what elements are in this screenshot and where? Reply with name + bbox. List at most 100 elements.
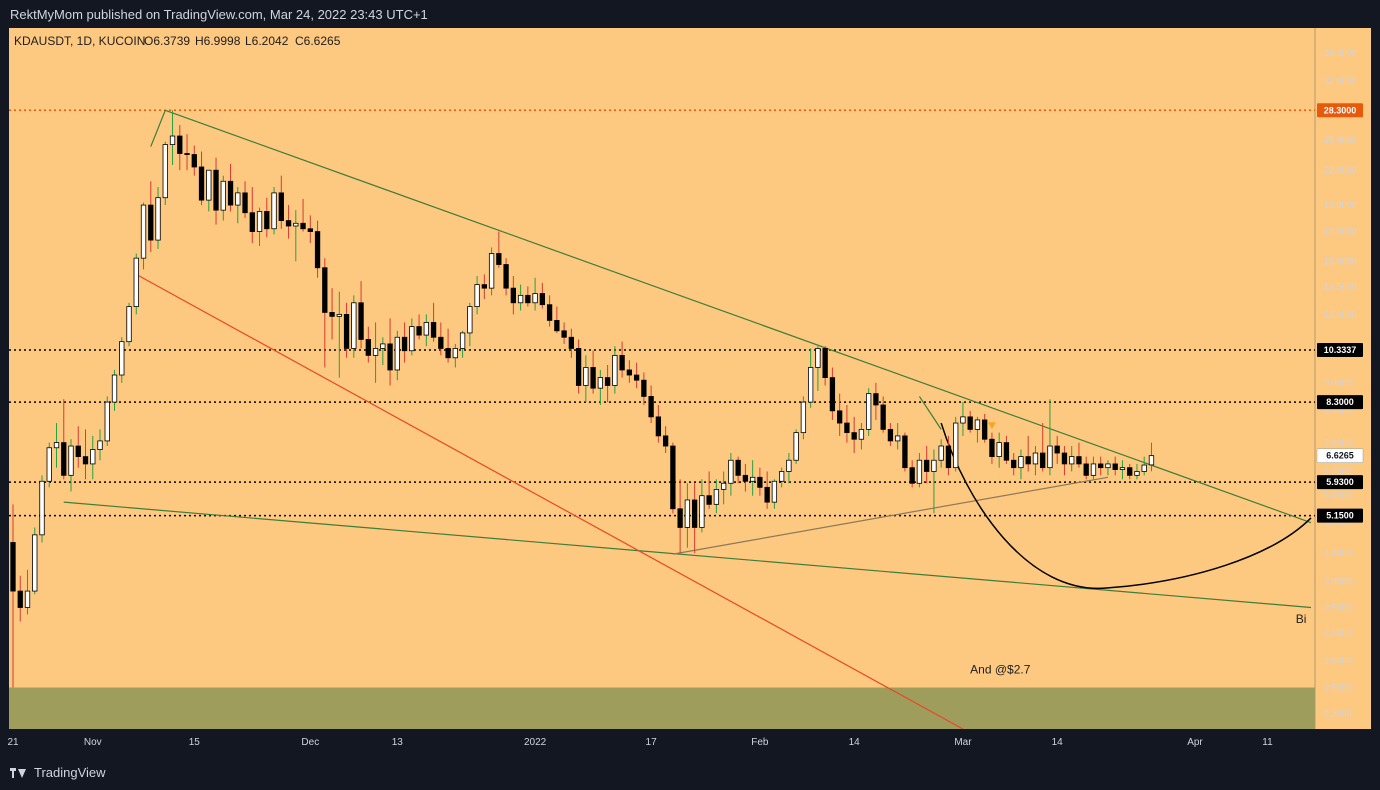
candle-body — [1134, 471, 1140, 476]
last-price-label: 6.6265 — [1326, 451, 1354, 461]
candle-body — [343, 313, 350, 349]
candle-body — [416, 326, 422, 336]
trendline-wick-link-2 — [918, 396, 942, 430]
candle-body — [1040, 452, 1046, 469]
candle-body — [46, 447, 52, 482]
candle-body — [459, 332, 466, 349]
candle-body — [133, 257, 139, 307]
candle-body — [677, 508, 683, 528]
tradingview-brand[interactable]: TradingView — [10, 765, 106, 780]
candle-body — [1018, 456, 1024, 469]
candle-body — [1083, 463, 1089, 476]
candle-body — [1076, 456, 1082, 465]
candle-body — [800, 401, 807, 434]
ohlc-close: C6.6265 — [295, 34, 341, 48]
candle-body — [126, 306, 132, 343]
candle-body — [1090, 463, 1097, 476]
candle-body — [307, 228, 313, 232]
candle-body — [793, 432, 799, 461]
candle-body — [713, 488, 720, 505]
candle-body — [61, 442, 67, 476]
candle-body — [728, 459, 734, 484]
level-tag — [1317, 342, 1363, 357]
candle-body — [314, 231, 321, 269]
time-tick-label: Dec — [301, 737, 319, 748]
signal-marker-icon — [987, 422, 996, 430]
ohlc-high: H6.9998 — [195, 34, 241, 48]
candle-body — [844, 422, 850, 434]
candle-body — [633, 374, 640, 381]
trendline-rising-support — [672, 476, 1109, 555]
candle-body — [916, 459, 923, 484]
candle-body — [691, 499, 698, 528]
candle-body — [720, 482, 727, 490]
support-zone — [9, 687, 1315, 729]
candle-body — [1025, 456, 1031, 465]
price-tick-label: 5.6000 — [1324, 491, 1352, 501]
candle-body — [10, 542, 16, 592]
candle-body — [960, 416, 966, 424]
price-tick-label: 13.5000 — [1324, 281, 1357, 291]
candle-body — [953, 422, 959, 469]
candle-body — [198, 166, 205, 201]
annotation-target: And @$2.7 — [970, 663, 1031, 677]
price-tick-label: 2.5000 — [1324, 683, 1352, 693]
candle-body — [285, 220, 292, 227]
candle-body — [626, 369, 633, 376]
candle-body — [880, 404, 886, 430]
candle-body — [322, 267, 328, 313]
candle-body — [17, 590, 23, 608]
candle-body — [213, 169, 219, 211]
candle-body — [235, 192, 241, 206]
candle-body — [641, 379, 647, 397]
candle-body — [604, 377, 611, 386]
candle-body — [1032, 452, 1039, 465]
candle-body — [887, 428, 894, 442]
candle-body — [597, 377, 604, 389]
time-axis-background[interactable] — [9, 729, 1371, 754]
candle-body — [300, 222, 306, 230]
price-tick-label: 3.9000 — [1324, 577, 1352, 587]
candle-body — [264, 211, 270, 230]
candle-body — [32, 534, 38, 592]
candle-body — [1047, 445, 1053, 469]
candle-body — [1061, 452, 1068, 465]
trendline-falling-resistance — [165, 109, 1312, 524]
candle-body — [503, 264, 509, 289]
candle-body — [931, 459, 937, 472]
candle-body — [169, 135, 176, 146]
candle-body — [764, 486, 770, 503]
candle-body — [293, 222, 299, 227]
candle-body — [684, 499, 691, 528]
level-tag-label: 5.1500 — [1326, 511, 1354, 521]
price-axis-background[interactable] — [1315, 28, 1371, 729]
candle-body — [873, 393, 879, 406]
candle-body — [191, 154, 197, 168]
candle-body — [155, 197, 161, 241]
candle-body — [771, 480, 778, 503]
candle-body — [104, 401, 110, 442]
candle-body — [938, 445, 944, 461]
candle-body — [409, 326, 415, 352]
candle-body — [423, 322, 429, 336]
candle-body — [278, 192, 284, 222]
level-tag-label: 10.3337 — [1324, 345, 1357, 355]
price-tick-label: 19.0000 — [1324, 200, 1357, 210]
candle-body — [97, 440, 103, 450]
candle-body — [39, 480, 45, 536]
level-tag-label: 28.3000 — [1324, 105, 1357, 115]
candle-body — [575, 348, 582, 386]
candle-body — [430, 322, 437, 338]
candle-body — [394, 336, 400, 371]
candle-body — [648, 396, 654, 418]
candle-body — [68, 445, 74, 476]
candle-body — [206, 169, 212, 201]
candle-body — [583, 367, 589, 386]
candle-body — [1105, 463, 1111, 469]
candle-body — [561, 330, 567, 338]
candle-body — [967, 416, 973, 430]
trendline-wick-link-1 — [150, 110, 166, 147]
candle-body — [249, 212, 255, 232]
candle-body — [119, 341, 125, 376]
